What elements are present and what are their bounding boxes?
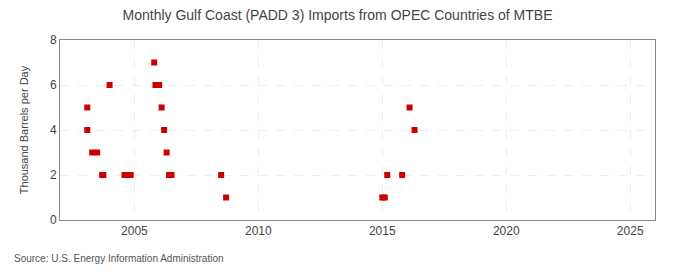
svg-text:2010: 2010	[245, 224, 272, 238]
svg-text:Monthly Gulf Coast (PADD 3) Im: Monthly Gulf Coast (PADD 3) Imports from…	[123, 7, 553, 23]
svg-text:4: 4	[50, 123, 57, 137]
svg-text:Source: U.S. Energy Informatio: Source: U.S. Energy Information Administ…	[14, 253, 224, 264]
svg-text:2015: 2015	[369, 224, 396, 238]
svg-text:2: 2	[50, 168, 57, 182]
svg-text:2020: 2020	[493, 224, 520, 238]
svg-text:6: 6	[50, 78, 57, 92]
svg-text:Thousand Barrels per Day: Thousand Barrels per Day	[18, 65, 30, 194]
svg-text:2025: 2025	[617, 224, 644, 238]
svg-text:8: 8	[50, 33, 57, 47]
svg-text:0: 0	[50, 213, 57, 227]
svg-text:2005: 2005	[121, 224, 148, 238]
